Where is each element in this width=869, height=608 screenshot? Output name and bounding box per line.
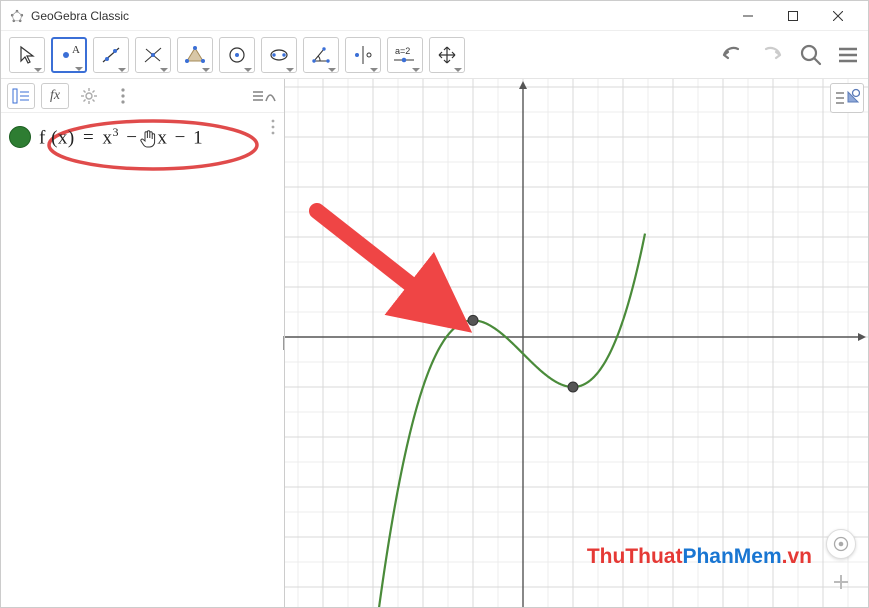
algebra-toolbar: fx [1, 79, 284, 113]
toolbar-right [718, 42, 860, 68]
home-view-button[interactable] [826, 529, 856, 559]
perpendicular-tool-button[interactable] [135, 37, 171, 73]
algebra-settings-button[interactable] [75, 83, 103, 109]
move-view-tool-button[interactable] [429, 37, 465, 73]
undo-button[interactable] [718, 43, 746, 67]
app-logo-icon [9, 8, 25, 24]
angle-tool-button[interactable] [303, 37, 339, 73]
minimize-button[interactable] [725, 1, 770, 30]
svg-text:A: A [72, 44, 80, 56]
main-toolbar: A a=2 [1, 31, 868, 79]
algebra-more-button[interactable] [109, 83, 137, 109]
reflect-tool-button[interactable] [345, 37, 381, 73]
expression-visibility-toggle[interactable] [9, 126, 31, 148]
hand-cursor-icon [139, 129, 157, 149]
graphics-style-button[interactable] [830, 83, 864, 113]
redo-button[interactable] [758, 43, 786, 67]
slider-tool-button[interactable]: a=2 [387, 37, 423, 73]
expression-menu-button[interactable] [270, 119, 276, 138]
algebra-fx-button[interactable]: fx [41, 83, 69, 109]
zoom-in-button[interactable] [826, 567, 856, 597]
maximize-button[interactable] [770, 1, 815, 30]
point-tool-button[interactable]: A [51, 37, 87, 73]
hamburger-menu-button[interactable] [836, 43, 860, 67]
graphics-view[interactable]: ThuThuatPhanMem.vn [285, 79, 868, 607]
close-button[interactable] [815, 1, 860, 30]
expression-row[interactable]: f (x) = x3 −x − 1 [1, 113, 284, 177]
search-button[interactable] [798, 42, 824, 68]
ellipse-tool-button[interactable] [261, 37, 297, 73]
polygon-tool-button[interactable] [177, 37, 213, 73]
circle-center-tool-button[interactable] [219, 37, 255, 73]
expression-text: f (x) = x3 −x − 1 [39, 125, 203, 149]
app-window: GeoGebra Classic A [0, 0, 869, 608]
line-tool-button[interactable] [93, 37, 129, 73]
move-tool-button[interactable] [9, 37, 45, 73]
titlebar: GeoGebra Classic [1, 1, 868, 31]
svg-text:a=2: a=2 [395, 46, 410, 56]
window-title: GeoGebra Classic [31, 9, 725, 23]
watermark-text: ThuThuatPhanMem.vn [587, 545, 812, 569]
algebra-tree-button[interactable] [7, 83, 35, 109]
algebra-panel: fx f (x) = [1, 79, 285, 607]
algebra-toggle-graph-button[interactable] [250, 83, 278, 109]
graph-canvas [285, 79, 868, 607]
app-body: fx f (x) = [1, 79, 868, 607]
